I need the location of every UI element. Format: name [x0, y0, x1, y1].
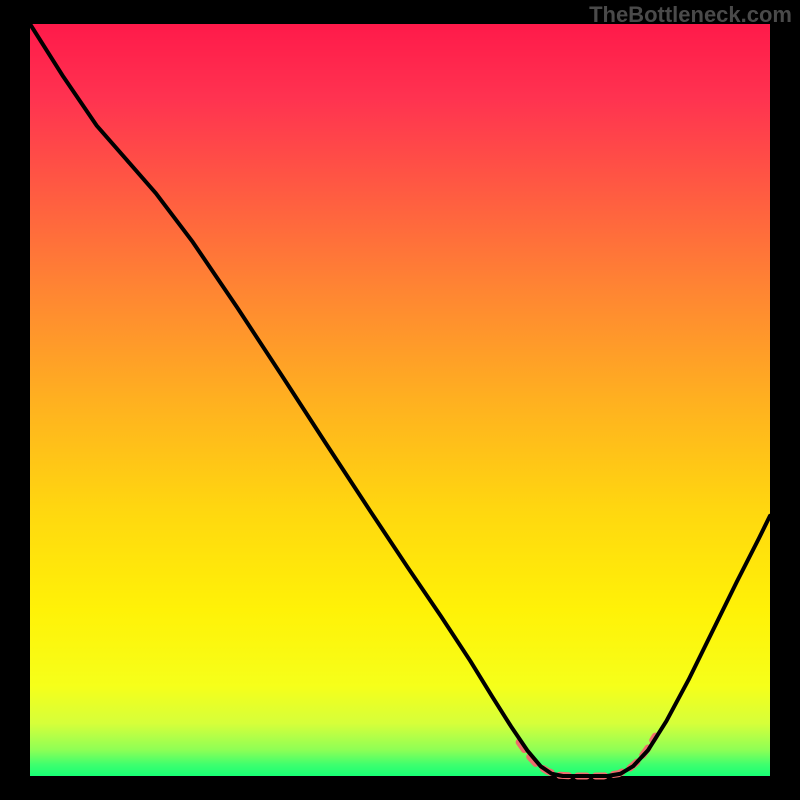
gradient-chart — [0, 0, 800, 800]
plot-background — [30, 24, 770, 776]
chart-stage: TheBottleneck.com — [0, 0, 800, 800]
